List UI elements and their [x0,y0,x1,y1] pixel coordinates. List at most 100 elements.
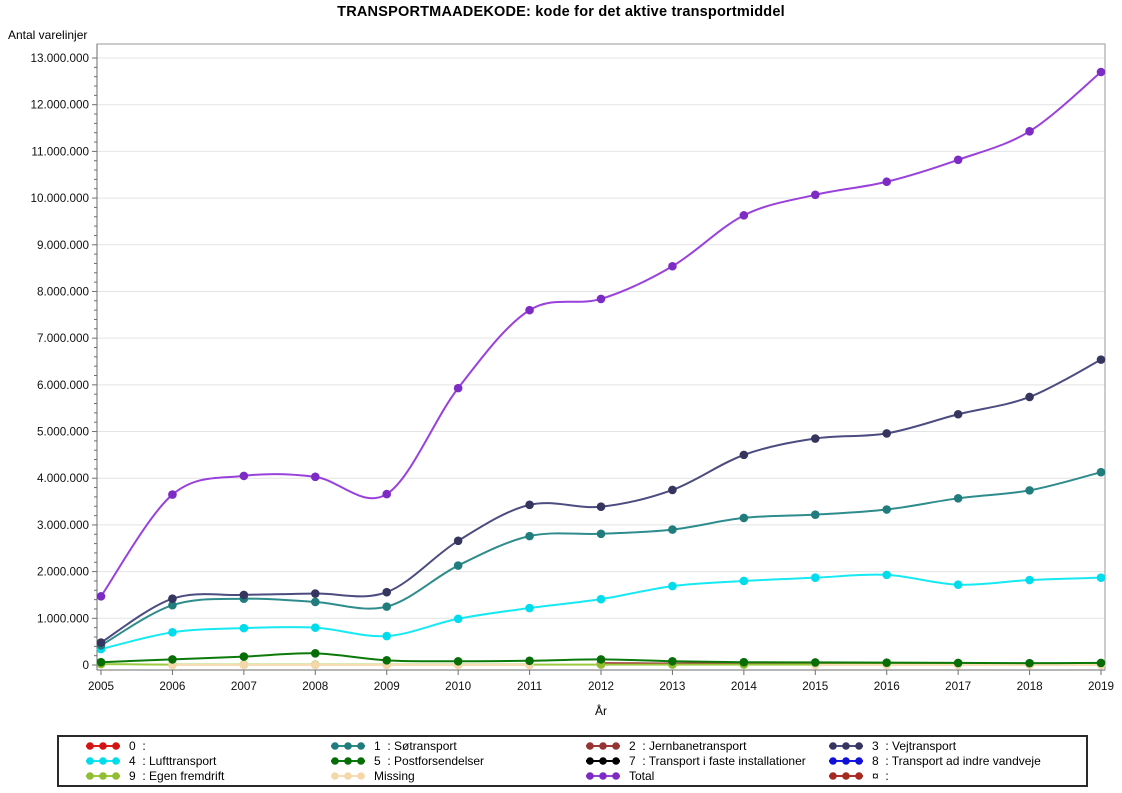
legend-marker-icon [331,757,365,765]
legend-label: 5 : Postforsendelser [374,753,485,768]
data-point [668,581,677,591]
data-point [310,589,320,598]
data-point [953,155,963,165]
legend-marker-icon [586,742,620,751]
data-point [96,657,106,667]
data-point [239,652,249,661]
x-tick-label: 2011 [517,680,542,693]
data-point [1096,573,1106,582]
data-point [739,576,749,586]
y-axis: 0 1.000.000 2.000.000 3.000.000 4.000.000 5.0… [31,52,97,672]
data-point [453,656,463,666]
data-point [310,649,320,658]
y-tick-label: 2.000.000 [37,566,89,579]
legend-marker-icon [829,742,863,751]
y-tick-label: 5.000.000 [37,426,89,439]
data-point [382,656,392,665]
data-point [739,211,749,220]
data-point [310,597,320,607]
data-point [668,485,677,495]
legend-label: 1 : Søtransport [374,739,457,754]
data-point [168,655,177,664]
data-point [596,294,606,304]
y-tick-label: 1.000.000 [37,612,89,625]
data-point [882,570,892,580]
legend-label: Missing [374,768,415,783]
y-tick-label: 9.000.000 [37,239,89,252]
y-tick-label: 11.000.000 [31,145,89,158]
data-point [310,660,320,670]
data-point [453,536,463,546]
x-tick-label: 2016 [874,680,900,693]
data-point [953,658,963,668]
data-point [953,580,963,589]
legend-label: ¤ : [872,768,889,783]
data-point [382,602,392,611]
legend-marker-icon [331,742,365,751]
data-point [953,409,963,419]
data-point [168,628,177,637]
legend-marker-icon [829,771,863,780]
data-point [382,587,392,597]
legend-marker-icon [86,757,120,765]
data-point [96,592,106,601]
legend-item: Total [585,768,828,783]
data-point [168,594,177,603]
legend-marker-icon [586,757,620,765]
series-4-:-lufttransport [96,570,1106,654]
data-point [596,502,606,512]
y-tick-label: 8.000.000 [37,285,89,298]
data-point [1025,486,1034,495]
data-point [668,525,677,534]
data-point [668,261,677,271]
data-point [1096,355,1106,364]
legend-item: 4 : Lufttransport [85,754,330,769]
legend-marker-icon [331,771,365,780]
x-tick-label: 2010 [445,680,472,693]
y-tick-label: 12.000.000 [31,99,90,112]
legend-label: 9 : Egen fremdrift [129,768,225,783]
y-tick-label: 3.000.000 [37,519,89,532]
data-point [168,490,177,499]
x-tick-label: 2015 [802,680,829,693]
data-point [239,623,249,633]
data-point [525,500,534,510]
data-point [668,656,677,666]
legend-marker-icon [86,771,120,780]
legend-label: 0 : [129,739,146,754]
plot-frame [96,43,1106,671]
x-tick-label: 2017 [945,680,971,693]
transport-line-chart: 0 1.000.000 2.000.000 3.000.000 4.000.000 5.0… [31,43,1114,693]
data-point [96,638,106,647]
data-point [810,658,820,667]
chart-title: TRANSPORTMAADEKODE: kode for det aktive … [337,4,785,20]
x-tick-label: 2014 [731,680,758,693]
data-point [453,561,463,570]
x-tick-label: 2007 [231,680,257,693]
data-point [239,590,249,600]
data-point [525,305,534,315]
legend-label: 3 : Vejtransport [872,739,957,754]
data-point [882,429,892,438]
legend-label: 8 : Transport ad indre vandveje [872,753,1041,768]
data-point [382,631,392,641]
data-point [882,505,892,514]
legend-item: 0 : [85,739,330,754]
legend-item: 3 : Vejtransport [828,739,1086,754]
x-tick-label: 2006 [159,680,185,693]
legend-label: 4 : Lufttransport [129,753,217,768]
y-tick-label: 7.000.000 [37,332,89,345]
legend-marker-icon [586,771,620,780]
series-5-:-postforsendelser [96,649,1106,668]
data-point [810,510,820,519]
data-point [453,614,463,624]
data-point [882,658,892,667]
data-point [525,531,534,541]
y-tick-label: 0 [82,659,89,672]
x-tick-label: 2019 [1088,680,1114,693]
data-point [239,471,249,481]
x-tick-label: 2018 [1017,680,1043,693]
x-axis-title: År [595,704,607,718]
data-point [953,494,963,503]
series-3-:-vejtransport [96,355,1106,647]
